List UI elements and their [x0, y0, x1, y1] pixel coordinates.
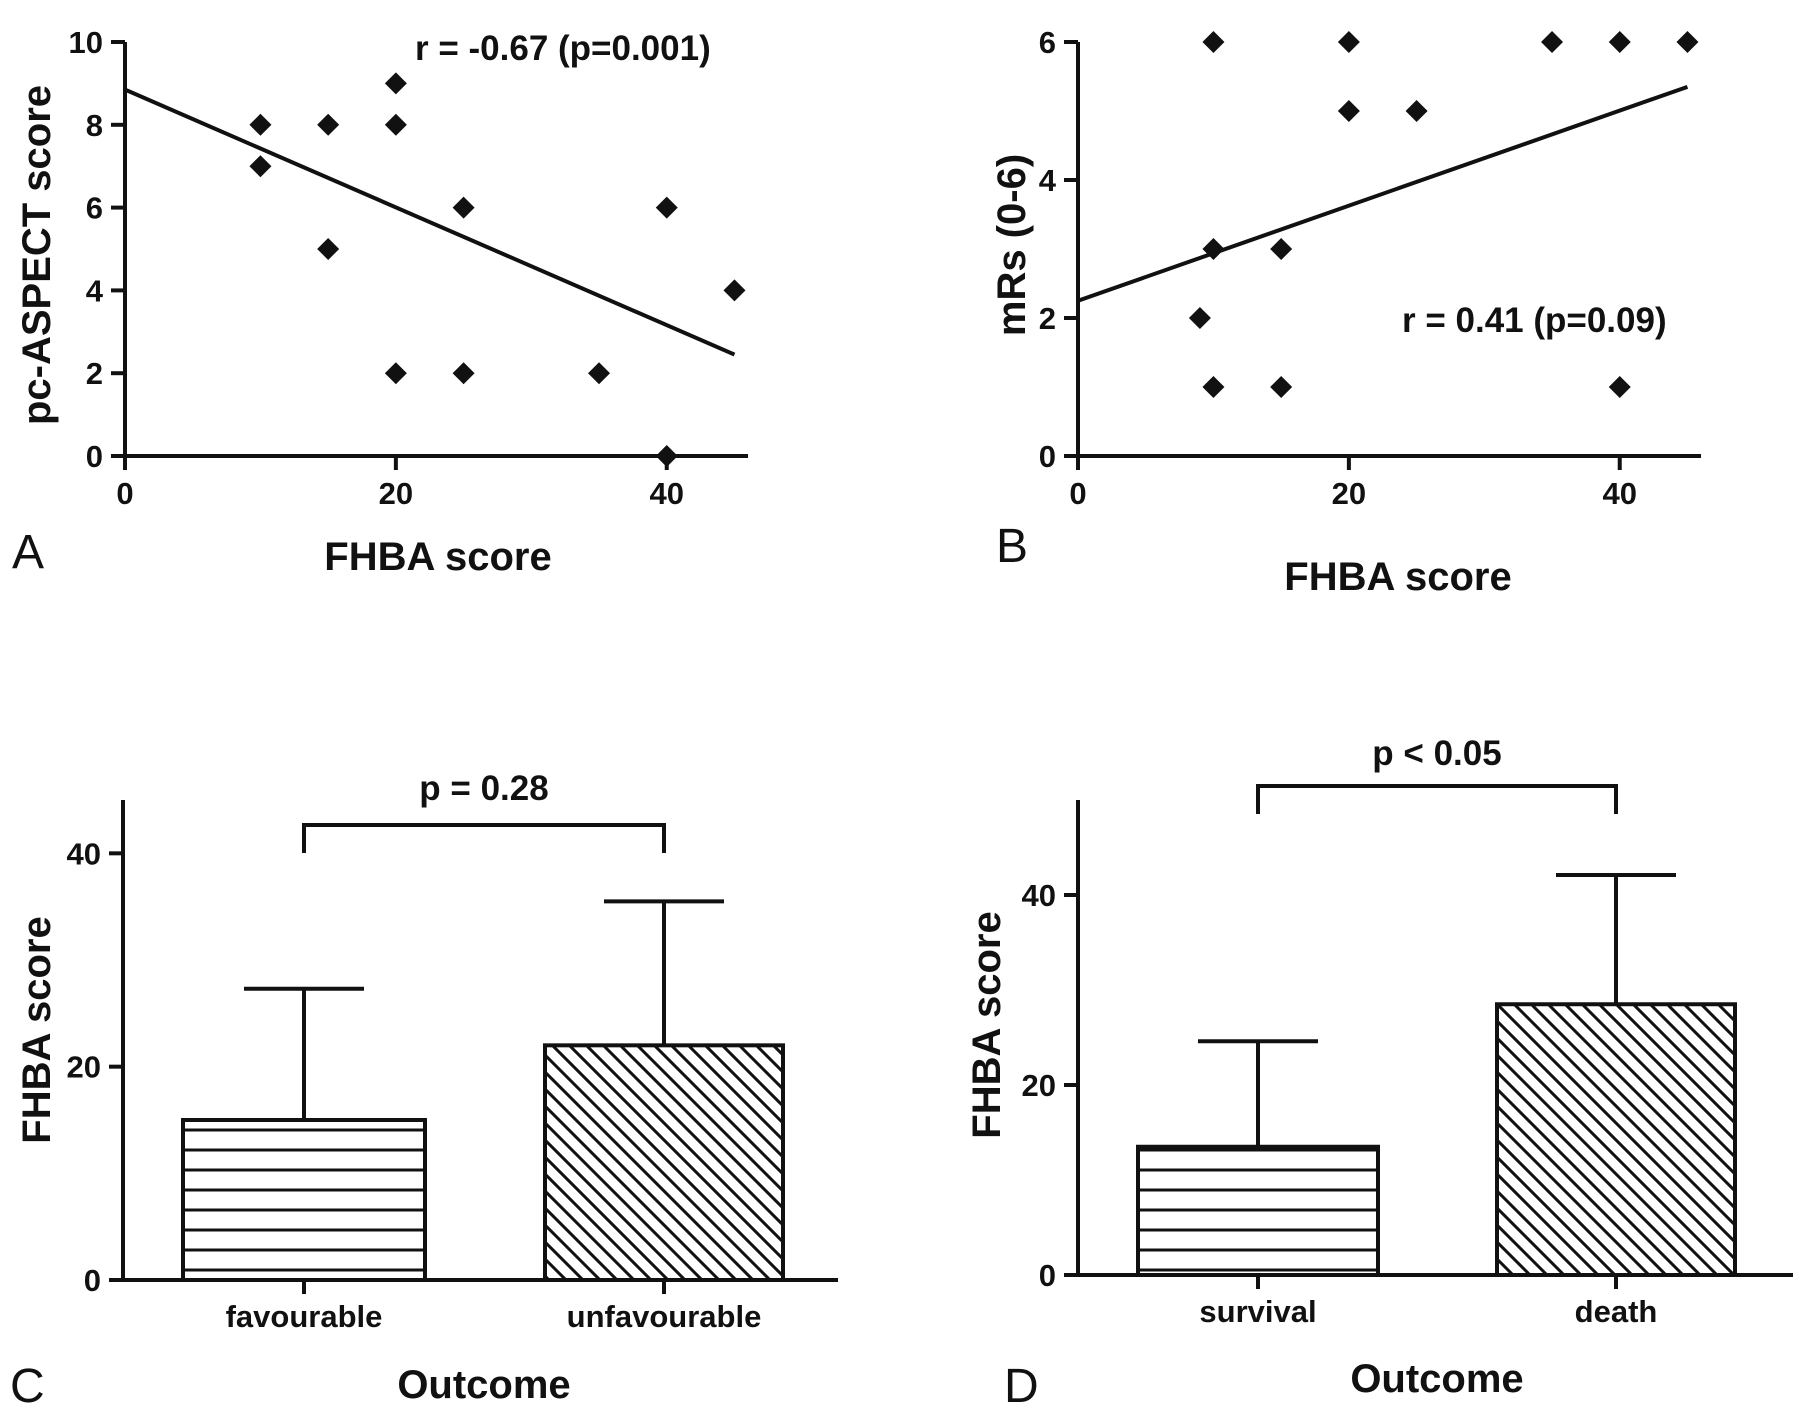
panel-a-data-point	[588, 362, 611, 385]
panel-a-x-tick-label: 40	[649, 476, 683, 511]
panel-a-regression-line	[124, 87, 736, 357]
panel-b-x-tick-label: 40	[1602, 476, 1636, 511]
panel-c-y-tick-label: 20	[67, 1050, 101, 1085]
panel-b-data-point	[1270, 238, 1293, 260]
panel-a-y-tick-label: 8	[86, 108, 103, 143]
panel-c-category-label: favourable	[226, 1299, 383, 1334]
panel-d-y-tick-label: 20	[1022, 1068, 1056, 1103]
panel-b-data-point	[1202, 376, 1225, 398]
panel-b-data-point	[1405, 100, 1428, 122]
panel-b-y-axis-label: mRs (0-6)	[990, 154, 1034, 336]
panel-a-y-tick-label: 6	[86, 191, 103, 226]
panel-b-data-point	[1337, 31, 1360, 53]
panel-b-x-axis-label: FHBA score	[1284, 555, 1511, 599]
panel-d-bar-chart: D Outcome FHBA score p < 0.05 0 20 40 survi…	[965, 734, 1793, 1413]
panel-d-y-tick-label: 0	[1039, 1258, 1056, 1293]
panel-b-data-point	[1541, 31, 1564, 53]
panel-a-y-tick-label: 4	[86, 273, 104, 308]
panel-b-y-tick-label: 2	[1039, 301, 1056, 336]
panel-a-data-point	[317, 113, 340, 136]
panel-b-letter: B	[996, 520, 1028, 573]
panel-a-data-point	[384, 72, 407, 95]
panel-a-data-point	[384, 113, 407, 136]
panel-d-significance-bracket	[1256, 784, 1618, 814]
panel-c-y-tick-label: 40	[67, 836, 101, 871]
panel-a-scatter: A FHBA score pc-ASPECT score r = -0.67 (…	[12, 25, 748, 579]
panel-a-data-point	[384, 362, 407, 385]
panel-d-letter: D	[1004, 1360, 1039, 1413]
panel-b-x-tick-label: 20	[1332, 476, 1366, 511]
panel-a-correlation-annotation: r = -0.67 (p=0.001)	[415, 29, 711, 68]
panel-d-x-axis-label: Outcome	[1350, 1357, 1523, 1401]
panel-b-data-point	[1202, 238, 1225, 260]
panel-d-y-axis-label: FHBA score	[965, 911, 1009, 1138]
panel-c-letter: C	[10, 1360, 45, 1413]
panel-d-bar-survival	[1136, 1144, 1380, 1277]
panel-a-x-tick-label: 0	[116, 476, 133, 511]
panel-b-y-tick-label: 4	[1039, 163, 1057, 198]
panel-b-data-point	[1608, 376, 1631, 398]
panel-b-data-point	[1676, 31, 1699, 53]
panel-c-y-axis-label: FHBA score	[15, 916, 59, 1143]
panel-a-letter: A	[12, 526, 44, 579]
panel-d-y-tick-label: 40	[1022, 878, 1056, 913]
panel-b-data-point	[1188, 307, 1211, 329]
panel-d-p-value: p < 0.05	[1372, 734, 1501, 773]
panel-a-data-point	[452, 362, 475, 385]
panel-b-scatter: B FHBA score mRs (0-6) r = 0.41 (p=0.09)…	[990, 25, 1701, 599]
panel-b-data-point	[1337, 100, 1360, 122]
panel-c-bar-favourable	[181, 1118, 427, 1282]
panel-a-y-axis-label: pc-ASPECT score	[15, 85, 59, 425]
panel-a-data-point	[249, 155, 272, 178]
panel-b-data-point	[1270, 376, 1293, 398]
panel-a-data-point	[249, 113, 272, 136]
panel-d-category-label: death	[1575, 1294, 1658, 1329]
panel-a-y-tick-label: 0	[86, 439, 103, 474]
panel-d-bar-death	[1495, 1002, 1737, 1277]
panel-a-data-point	[655, 196, 678, 219]
panel-c-significance-bracket	[302, 823, 666, 853]
panel-c-y-tick-label: 0	[84, 1263, 101, 1298]
panel-a-x-tick-label: 20	[379, 476, 413, 511]
panel-b-data-point	[1608, 31, 1631, 53]
panel-b-y-tick-label: 6	[1039, 25, 1056, 60]
panel-a-data-point	[655, 445, 678, 467]
panel-a-data-point	[723, 279, 746, 302]
panel-c-x-axis-label: Outcome	[397, 1363, 570, 1407]
panel-a-data-point	[452, 196, 475, 219]
panel-a-y-tick-label: 2	[86, 356, 103, 391]
panel-a-y-tick-label: 10	[69, 25, 103, 60]
panel-a-x-axis-label: FHBA score	[324, 535, 551, 579]
panel-c-p-value: p = 0.28	[419, 769, 548, 808]
panel-b-x-tick-label: 0	[1069, 476, 1086, 511]
panel-b-y-tick-label: 0	[1039, 439, 1056, 474]
panel-b-data-point	[1202, 31, 1225, 53]
panel-c-bar-chart: C Outcome FHBA score p = 0.28 0 20 40 favou…	[10, 769, 838, 1413]
panel-d-category-label: survival	[1199, 1294, 1316, 1329]
panel-c-bar-unfavourable	[543, 1043, 785, 1283]
panel-c-category-label: unfavourable	[567, 1299, 762, 1334]
panel-b-correlation-annotation: r = 0.41 (p=0.09)	[1402, 301, 1667, 340]
panel-b-regression-line	[1077, 84, 1689, 303]
panel-a-data-point	[317, 238, 340, 260]
